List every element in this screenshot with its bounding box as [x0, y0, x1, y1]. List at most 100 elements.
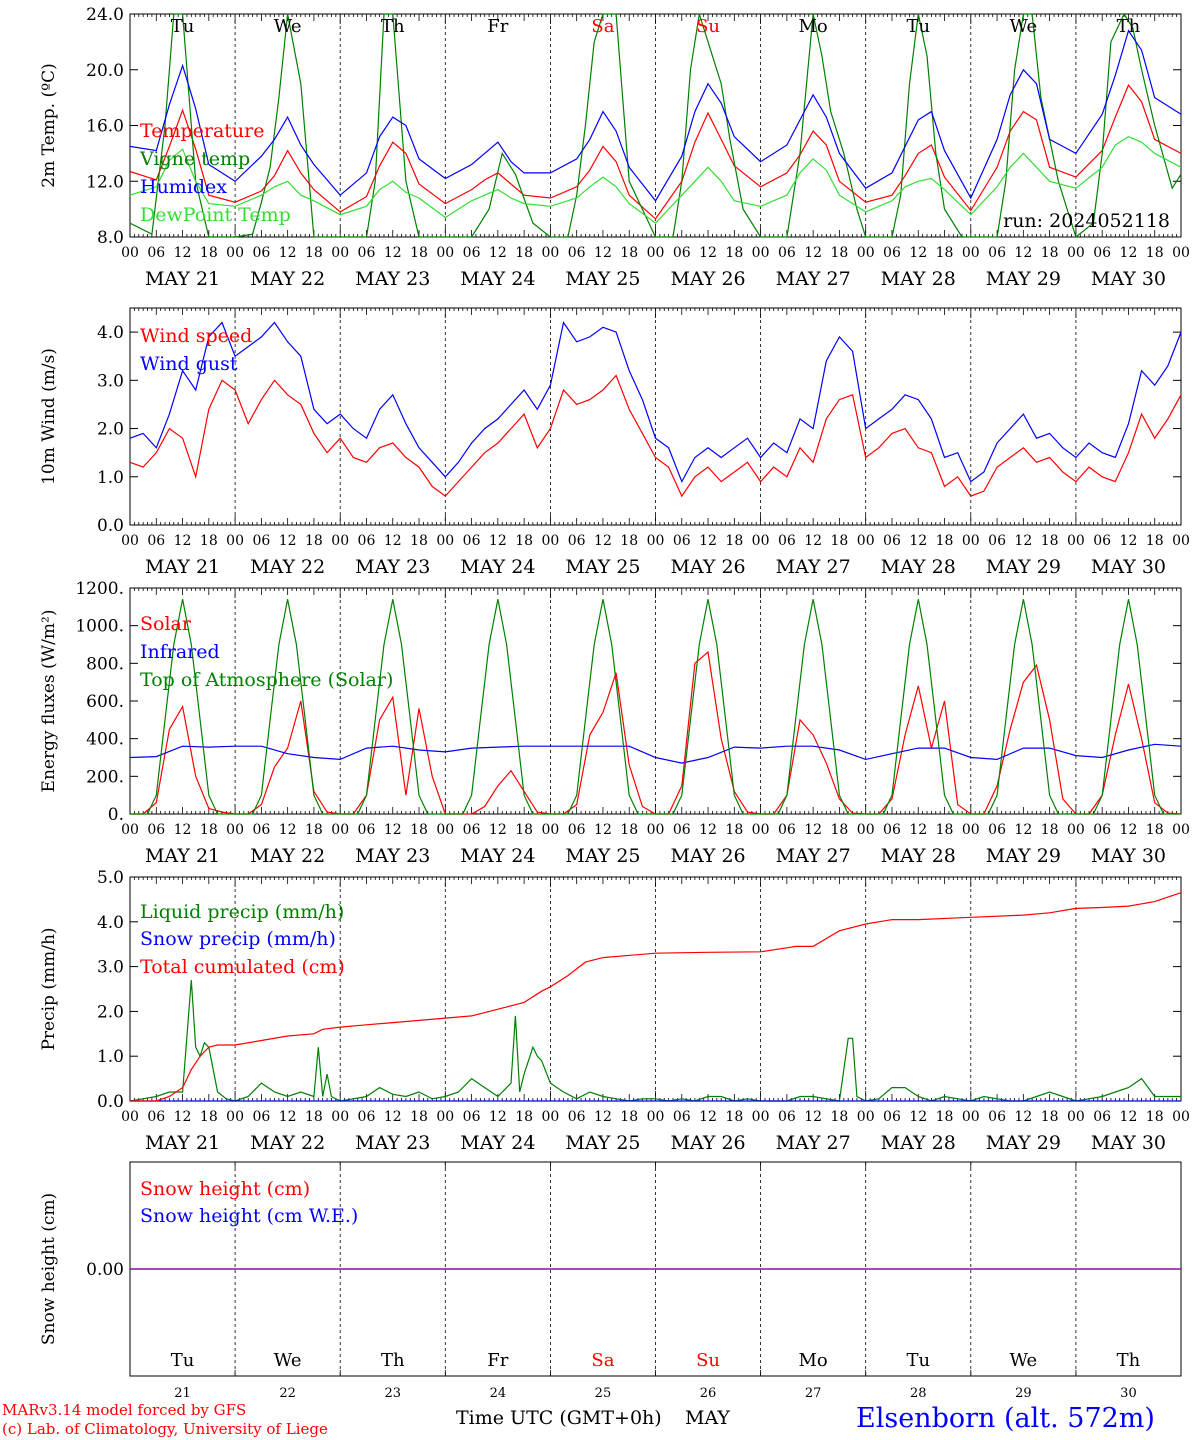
hour-tick-label: 12 [279, 533, 297, 549]
day-name-top: Tu [906, 16, 930, 37]
hour-tick-label: 18 [200, 533, 218, 549]
y-tick-label: 0. [108, 805, 124, 825]
series-precip-0 [129, 979, 1181, 1102]
day-number: 22 [279, 1386, 296, 1401]
copyright-credit: (c) Lab. of Climatology, University of L… [2, 1420, 328, 1438]
hour-tick-label: 06 [252, 245, 270, 261]
y-tick-label: 0.0 [97, 1092, 124, 1112]
date-label: MAY 30 [1091, 1132, 1166, 1154]
hour-tick-label: 00 [436, 1109, 454, 1125]
hour-tick-label: 12 [489, 245, 507, 261]
day-name-bottom: Sa [591, 1350, 614, 1371]
date-label: MAY 22 [250, 845, 325, 867]
legend-wind-0: Wind speed [140, 325, 252, 347]
hour-tick-label: 18 [410, 245, 428, 261]
hour-tick-label: 12 [489, 533, 507, 549]
hour-tick-label: 18 [1041, 1109, 1059, 1125]
model-credit: MARv3.14 model forced by GFS [2, 1401, 247, 1419]
legend-energy-2: Top of Atmosphere (Solar) [140, 669, 393, 691]
hour-tick-label: 12 [909, 1109, 927, 1125]
hour-tick-label: 00 [752, 1109, 770, 1125]
hour-tick-label: 06 [463, 822, 481, 838]
hour-tick-label: 00 [121, 1109, 139, 1125]
hour-tick-label: 00 [541, 1109, 559, 1125]
hour-tick-label: 18 [200, 245, 218, 261]
hour-tick-label: 06 [988, 245, 1006, 261]
hour-tick-label: 00 [857, 245, 875, 261]
hour-tick-label: 12 [174, 822, 192, 838]
day-number: 24 [490, 1386, 507, 1401]
day-name-bottom: Tu [906, 1350, 930, 1371]
hour-tick-label: 18 [200, 822, 218, 838]
date-label: MAY 27 [776, 268, 851, 290]
hour-tick-label: 06 [252, 533, 270, 549]
legend-temp-2: Humidex [140, 176, 227, 198]
hour-tick-label: 18 [620, 245, 638, 261]
hour-tick-label: 18 [305, 822, 323, 838]
hour-tick-label: 00 [752, 245, 770, 261]
hour-tick-label: 06 [778, 533, 796, 549]
date-label: MAY 26 [670, 845, 745, 867]
date-label: MAY 30 [1091, 845, 1166, 867]
date-label: MAY 29 [986, 1132, 1061, 1154]
hour-tick-label: 06 [147, 245, 165, 261]
station-name: Elsenborn (alt. 572m) [856, 1403, 1155, 1434]
hour-tick-label: 06 [988, 533, 1006, 549]
y-axis-label-snow: Snow height (cm) [39, 1193, 59, 1345]
y-tick-label: 4.0 [97, 323, 124, 343]
y-tick-label: 0.0 [97, 516, 124, 536]
y-axis-label-precip: Precip (mm/h) [39, 927, 59, 1050]
hour-tick-label: 18 [725, 822, 743, 838]
hour-tick-label: 12 [174, 245, 192, 261]
y-axis-label-wind: 10m Wind (m/s) [39, 348, 59, 485]
hour-tick-label: 12 [699, 533, 717, 549]
legend-temp-1: Vigne temp [139, 148, 250, 170]
legend-wind-1: Wind gust [140, 353, 238, 375]
series-temp-1 [129, 12, 1182, 239]
day-name-bottom: We [274, 1350, 302, 1371]
hour-tick-label: 00 [1172, 533, 1190, 549]
day-name-bottom: Th [1117, 1350, 1141, 1371]
date-label: MAY 30 [1091, 556, 1166, 578]
series-energy-2 [130, 599, 1181, 815]
hour-tick-label: 06 [252, 822, 270, 838]
hour-tick-label: 06 [988, 1109, 1006, 1125]
hour-tick-label: 18 [620, 822, 638, 838]
legend-precip-1: Snow precip (mm/h) [140, 928, 336, 950]
day-name-bottom: Fr [487, 1350, 508, 1371]
hour-tick-label: 00 [331, 245, 349, 261]
date-label: MAY 27 [776, 556, 851, 578]
hour-tick-label: 00 [1067, 822, 1085, 838]
hour-tick-label: 12 [279, 245, 297, 261]
hour-tick-label: 12 [1120, 822, 1138, 838]
hour-tick-label: 00 [331, 822, 349, 838]
hour-tick-label: 00 [752, 533, 770, 549]
hour-tick-label: 06 [568, 822, 586, 838]
day-name-bottom: Tu [171, 1350, 195, 1371]
legend-snow-0: Snow height (cm) [140, 1178, 310, 1200]
hour-tick-label: 18 [515, 245, 533, 261]
hour-tick-label: 00 [541, 245, 559, 261]
y-tick-label: 24.0 [86, 5, 124, 25]
hour-tick-label: 00 [1172, 1109, 1190, 1125]
hour-tick-label: 12 [699, 245, 717, 261]
date-label: MAY 26 [670, 268, 745, 290]
date-label: MAY 28 [881, 1132, 956, 1154]
day-name-top: We [274, 16, 302, 37]
date-label: MAY 23 [355, 268, 430, 290]
y-tick-label: 1.0 [97, 1047, 124, 1067]
hour-tick-label: 12 [594, 822, 612, 838]
date-label: MAY 23 [355, 845, 430, 867]
hour-tick-label: 12 [804, 822, 822, 838]
hour-tick-label: 18 [725, 1109, 743, 1125]
hour-tick-label: 18 [936, 822, 954, 838]
day-number: 29 [1015, 1386, 1032, 1401]
hour-tick-label: 00 [226, 533, 244, 549]
day-number: 26 [700, 1386, 717, 1401]
hour-tick-label: 12 [1014, 822, 1032, 838]
hour-tick-label: 12 [699, 822, 717, 838]
hour-tick-label: 12 [1120, 1109, 1138, 1125]
hour-tick-label: 06 [883, 822, 901, 838]
date-label: MAY 21 [145, 845, 220, 867]
hour-tick-label: 18 [515, 533, 533, 549]
